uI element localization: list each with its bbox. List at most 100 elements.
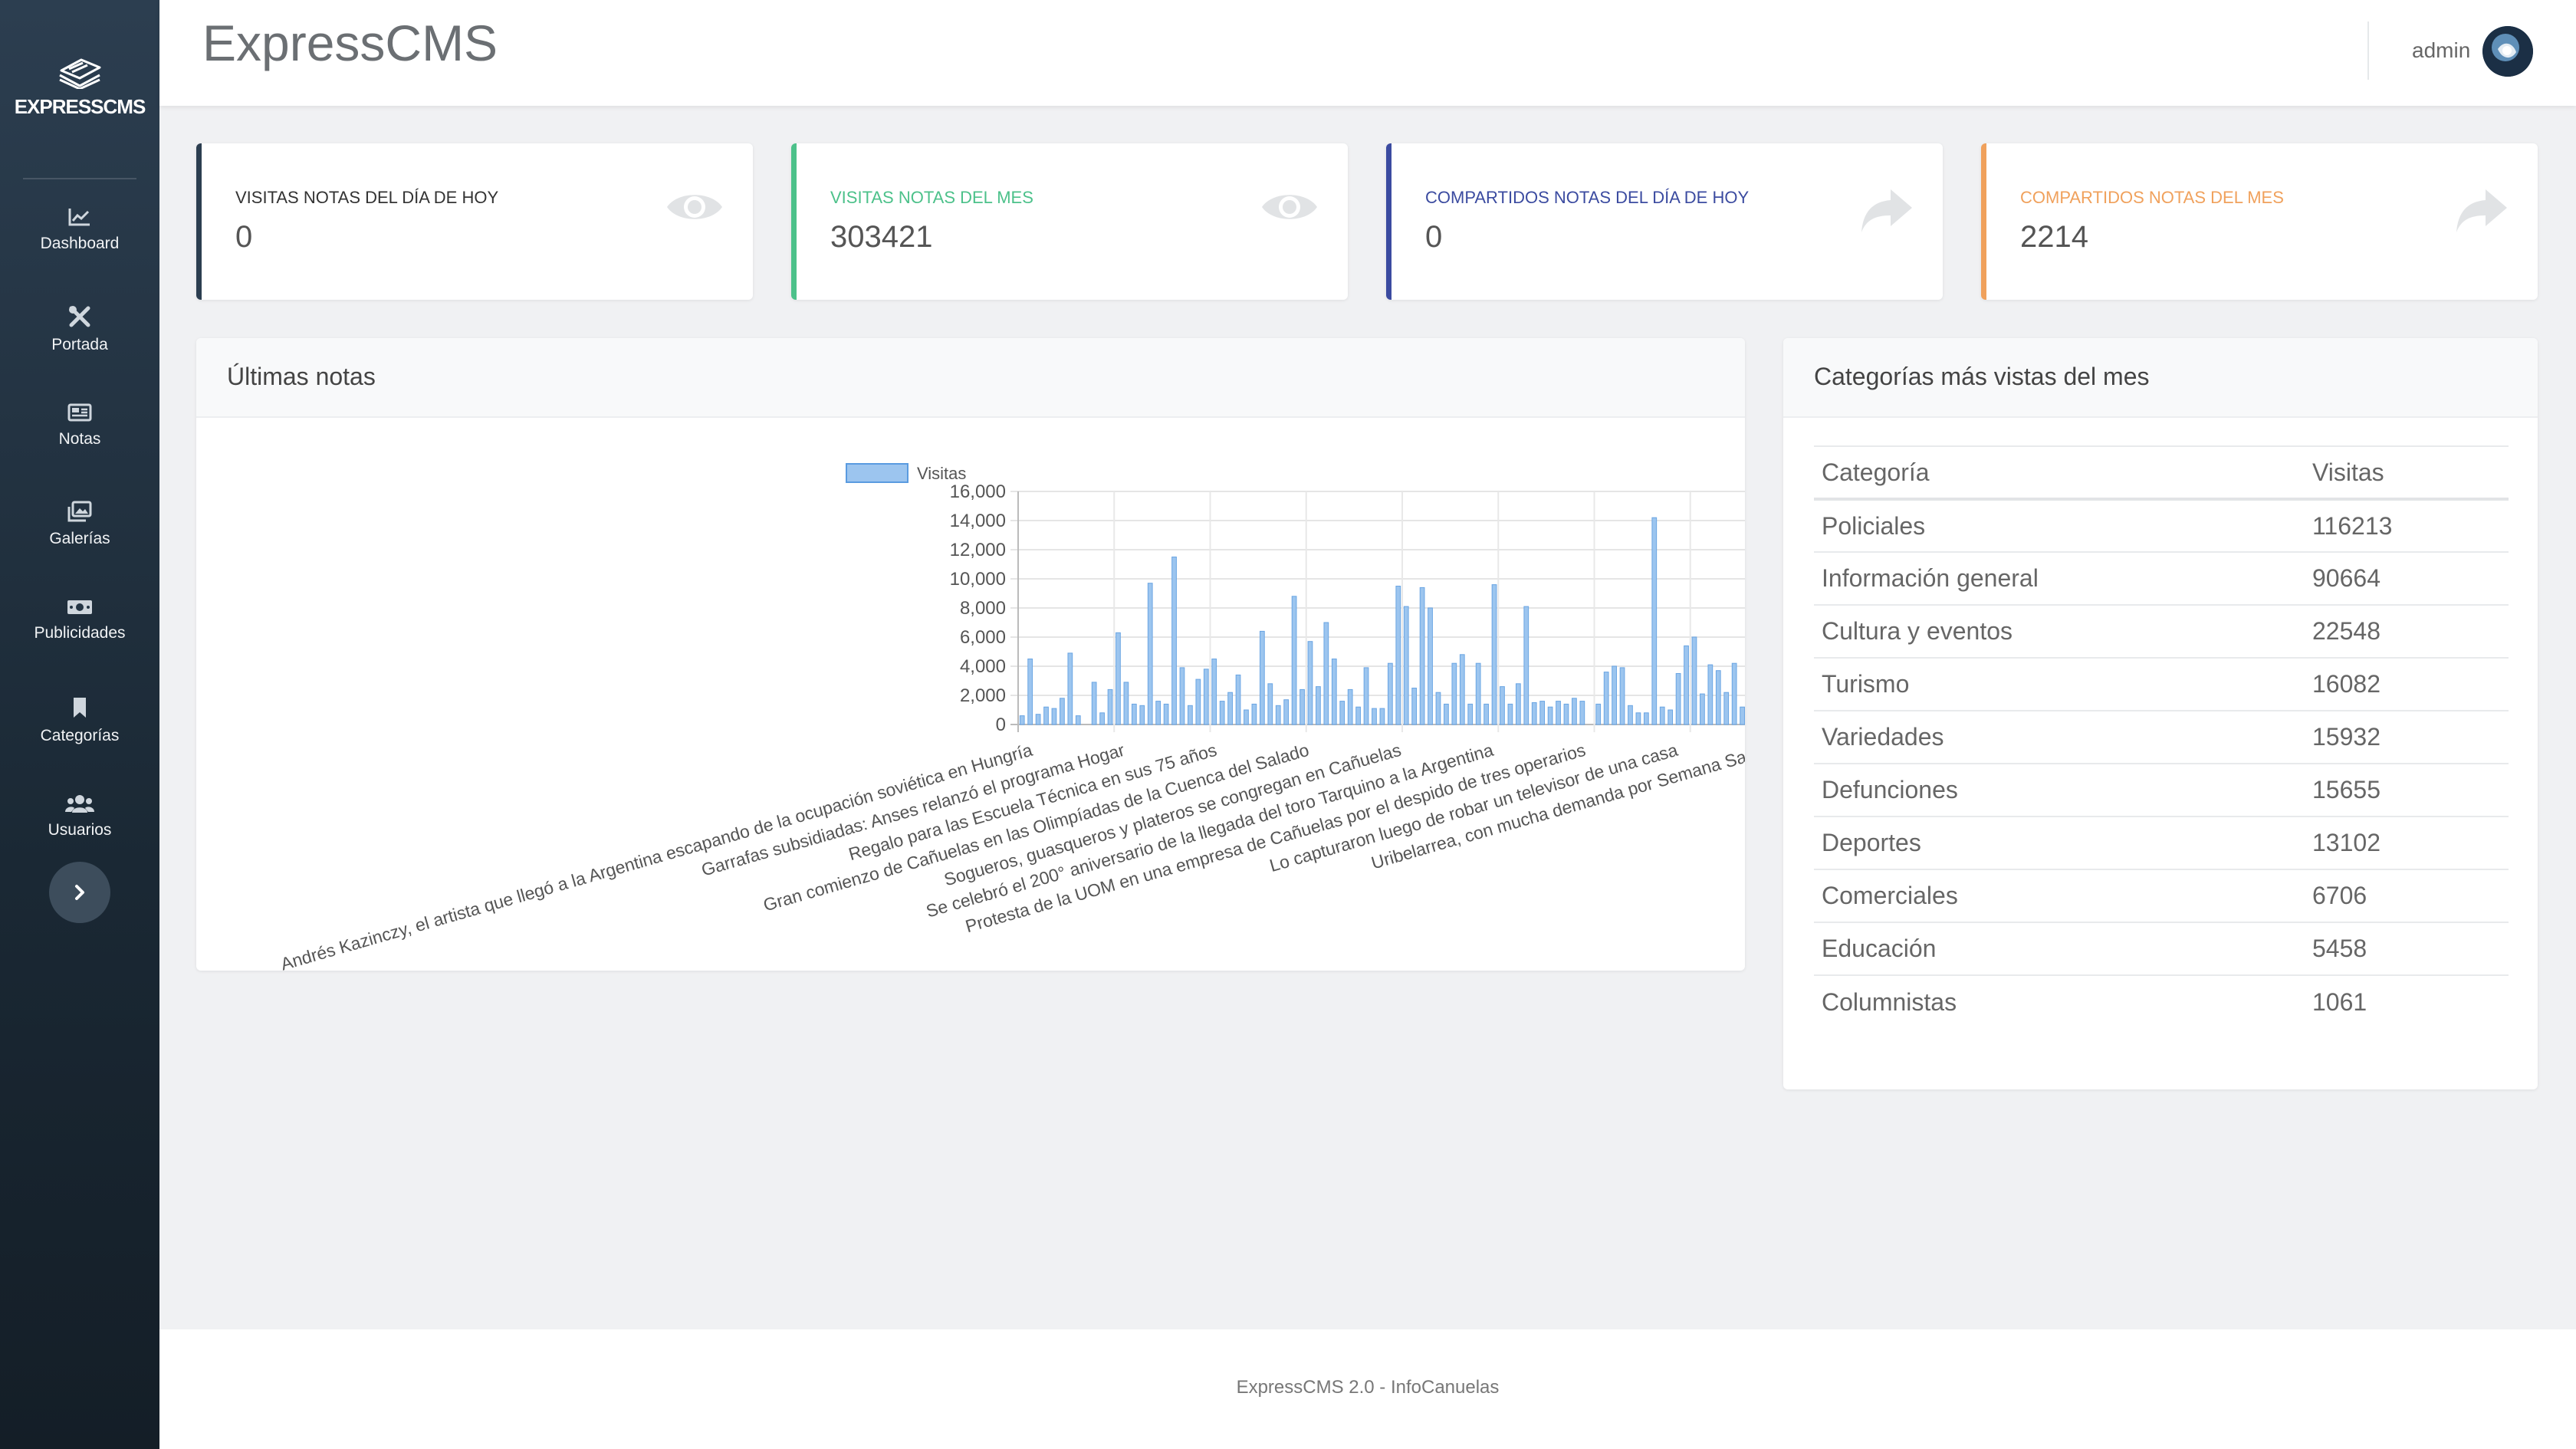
bar[interactable] [1603, 672, 1609, 725]
bar[interactable] [1355, 706, 1361, 725]
sidebar-item-publicidades[interactable]: Publicidades [0, 590, 159, 688]
bar[interactable] [1291, 596, 1297, 725]
bar[interactable] [1372, 708, 1377, 725]
bar[interactable] [1612, 665, 1617, 725]
bar[interactable] [1203, 669, 1209, 725]
bar[interactable] [1507, 703, 1513, 725]
bar[interactable] [1547, 706, 1553, 725]
bar[interactable] [1563, 703, 1569, 725]
bar[interactable] [1171, 557, 1177, 725]
bar[interactable] [1195, 678, 1201, 725]
bar[interactable] [1019, 715, 1025, 725]
bar[interactable] [1715, 670, 1721, 725]
bar[interactable] [1444, 703, 1449, 725]
user-menu-name[interactable]: admin [2412, 38, 2471, 62]
bar[interactable] [1067, 652, 1073, 725]
bar[interactable] [1107, 688, 1113, 725]
bar[interactable] [1363, 667, 1369, 725]
bar[interactable] [1740, 706, 1745, 725]
bar[interactable] [1347, 688, 1353, 725]
bar[interactable] [1411, 688, 1418, 725]
bar[interactable] [1668, 709, 1674, 725]
bar[interactable] [1323, 622, 1329, 725]
bar[interactable] [1179, 667, 1185, 725]
sidebar-item-dashboard[interactable]: Dashboard [0, 199, 159, 297]
sidebar-item-usuarios[interactable]: Usuarios [0, 786, 159, 884]
bar[interactable] [1628, 705, 1633, 725]
sidebar-item-portada[interactable]: Portada [0, 297, 159, 396]
bar[interactable] [1339, 701, 1346, 725]
bar[interactable] [1500, 686, 1505, 725]
bar[interactable] [1395, 586, 1401, 725]
bar[interactable] [1300, 688, 1305, 725]
bar[interactable] [1027, 659, 1033, 725]
avatar[interactable] [2482, 26, 2533, 77]
bar[interactable] [1659, 706, 1665, 725]
column-header-visits[interactable]: Visitas [2302, 445, 2509, 501]
bar[interactable] [1163, 703, 1169, 725]
bar[interactable] [1139, 705, 1145, 725]
bar[interactable] [1259, 630, 1265, 725]
bar[interactable] [1475, 662, 1481, 725]
bar[interactable] [1091, 682, 1097, 725]
bar[interactable] [1267, 683, 1273, 725]
bar[interactable] [1523, 606, 1530, 725]
bar[interactable] [1219, 701, 1225, 725]
bar[interactable] [1316, 686, 1321, 725]
bar[interactable] [1123, 682, 1129, 725]
bar[interactable] [1147, 583, 1153, 725]
legend-swatch[interactable] [846, 463, 909, 483]
bar[interactable] [1331, 659, 1337, 725]
bar[interactable] [1244, 709, 1249, 725]
bar[interactable] [1155, 701, 1162, 725]
bar[interactable] [1379, 708, 1385, 725]
bar[interactable] [1211, 659, 1217, 725]
sidebar-item-galerias[interactable]: Galerías [0, 493, 159, 591]
bar[interactable] [1283, 699, 1290, 725]
bar[interactable] [1451, 662, 1457, 725]
bar[interactable] [1531, 702, 1537, 725]
bar[interactable] [1723, 692, 1730, 725]
bar[interactable] [1131, 703, 1137, 725]
bar[interactable] [1403, 606, 1409, 725]
bar[interactable] [1307, 641, 1313, 725]
legend-label[interactable]: Visitas [917, 464, 966, 483]
bar[interactable] [1467, 703, 1474, 725]
bar[interactable] [1707, 664, 1714, 725]
bar[interactable] [1595, 703, 1602, 725]
bar[interactable] [1099, 712, 1105, 725]
bar[interactable] [1684, 645, 1689, 725]
sidebar-item-categorias[interactable]: Categorías [0, 688, 159, 787]
bar[interactable] [1700, 693, 1705, 725]
bar[interactable] [1539, 701, 1546, 725]
bar[interactable] [1651, 517, 1658, 725]
sidebar-toggle-button[interactable] [49, 862, 110, 923]
bar[interactable] [1435, 692, 1441, 725]
bar[interactable] [1579, 701, 1585, 725]
bar[interactable] [1188, 705, 1193, 725]
bar[interactable] [1619, 667, 1625, 725]
bar[interactable] [1731, 662, 1737, 725]
bar[interactable] [1043, 706, 1049, 725]
bar[interactable] [1459, 654, 1465, 725]
bar[interactable] [1635, 712, 1641, 725]
bar[interactable] [1075, 715, 1081, 725]
bar[interactable] [1691, 636, 1697, 725]
bar[interactable] [1556, 701, 1561, 725]
column-header-category[interactable]: Categoría [1814, 445, 2302, 501]
bar[interactable] [1275, 705, 1281, 725]
brand[interactable]: EXPRESSCMS [0, 54, 159, 119]
bar[interactable] [1428, 607, 1433, 725]
bar[interactable] [1060, 698, 1065, 725]
bar[interactable] [1419, 586, 1425, 725]
sidebar-item-notas[interactable]: Notas [0, 395, 159, 493]
bar[interactable] [1643, 712, 1649, 725]
bar[interactable] [1251, 703, 1257, 725]
bar[interactable] [1227, 692, 1233, 725]
bar[interactable] [1515, 683, 1521, 725]
bar[interactable] [1051, 708, 1057, 725]
bar[interactable] [1484, 703, 1489, 725]
bar[interactable] [1572, 698, 1577, 725]
bar[interactable] [1491, 584, 1497, 725]
bar[interactable] [1235, 674, 1241, 725]
